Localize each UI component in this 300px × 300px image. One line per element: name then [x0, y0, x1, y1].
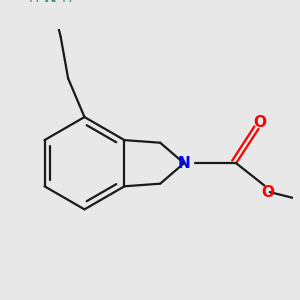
Text: O: O — [262, 184, 275, 200]
Text: H: H — [61, 0, 72, 5]
Text: N: N — [44, 0, 57, 5]
Text: O: O — [254, 115, 266, 130]
Text: N: N — [178, 156, 190, 171]
Text: H: H — [29, 0, 39, 5]
